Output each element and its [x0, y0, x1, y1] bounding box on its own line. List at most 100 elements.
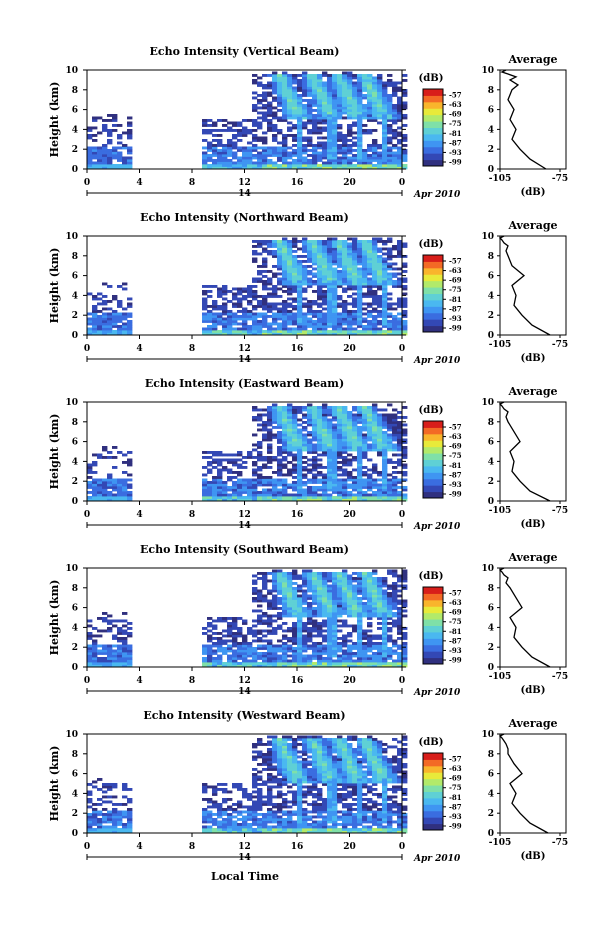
heatmap-cell	[232, 146, 238, 150]
heatmap-cell	[382, 642, 388, 645]
heatmap-cell	[367, 320, 373, 323]
heatmap-cell	[332, 252, 338, 256]
heatmap-cell	[277, 617, 283, 620]
heatmap-cell	[287, 584, 293, 588]
heatmap-cell	[252, 647, 258, 650]
heatmap-cell	[252, 498, 258, 502]
heatmap-cell	[322, 476, 328, 479]
heatmap-cell	[267, 652, 273, 655]
heatmap-cell	[307, 332, 313, 336]
heatmap-cell	[307, 662, 313, 665]
heatmap-cell	[247, 654, 253, 658]
heatmap-cell	[127, 164, 133, 167]
heatmap-cell	[352, 408, 358, 412]
heatmap-cell	[367, 622, 373, 625]
heatmap-cell	[102, 312, 108, 316]
heatmap-cell	[337, 624, 343, 628]
heatmap-cell	[392, 433, 398, 437]
heatmap-cell	[292, 597, 298, 600]
heatmap-cell	[337, 637, 343, 640]
heatmap-cell	[347, 86, 353, 90]
heatmap-cell	[312, 609, 318, 613]
heatmap-cell	[317, 431, 323, 434]
heatmap-cell	[307, 164, 313, 167]
heatmap-cell	[222, 129, 228, 132]
heatmap-cell	[317, 295, 323, 298]
heatmap-cell	[342, 639, 348, 643]
heatmap-cell	[292, 272, 298, 276]
heatmap-cell	[252, 654, 258, 658]
colorbar-swatch	[423, 491, 443, 499]
heatmap-cell	[222, 285, 228, 288]
heatmap-cell	[277, 647, 283, 650]
heatmap-cell	[392, 652, 398, 655]
heatmap-cell	[317, 131, 323, 135]
heatmap-cell	[357, 441, 363, 444]
heatmap-cell	[282, 587, 288, 590]
heatmap-cell	[392, 659, 398, 663]
heatmap-cell	[292, 637, 298, 640]
heatmap-cell	[367, 270, 373, 273]
heatmap-cell	[357, 634, 363, 638]
colorbar-tick-label: -87	[449, 470, 462, 479]
heatmap-cell	[97, 330, 103, 333]
heatmap-cell	[217, 649, 223, 653]
heatmap-cell	[317, 644, 323, 648]
heatmap-cell	[287, 577, 293, 580]
heatmap-cell	[307, 478, 313, 482]
heatmap-cell	[232, 649, 238, 653]
heatmap-cell	[327, 292, 333, 296]
heatmap-cell	[392, 478, 398, 482]
heatmap-cell	[337, 99, 343, 102]
heatmap-cell	[97, 662, 103, 665]
heatmap-cell	[322, 164, 328, 167]
heatmap-cell	[252, 154, 258, 157]
heatmap-cell	[242, 659, 248, 663]
heatmap-cell	[307, 265, 313, 268]
heatmap-cell	[277, 252, 283, 256]
day-label: 14	[238, 355, 251, 365]
heatmap-cell	[382, 139, 388, 142]
heatmap-cell	[337, 81, 343, 85]
heatmap-cell	[247, 119, 253, 122]
heatmap-cell	[327, 589, 333, 593]
heatmap-cell	[382, 446, 388, 449]
heatmap-cell	[117, 300, 123, 303]
heatmap-cell	[342, 426, 348, 429]
heatmap-cell	[247, 662, 253, 665]
heatmap-cell	[382, 488, 388, 492]
heatmap-cell	[352, 315, 358, 318]
heatmap-cell	[342, 247, 348, 251]
heatmap-cell	[367, 247, 373, 251]
heatmap-cell	[377, 408, 383, 412]
heatmap-cell	[332, 662, 338, 665]
heatmap-cell	[252, 280, 258, 283]
heatmap-cell	[372, 441, 378, 444]
heatmap-cell	[387, 327, 393, 331]
heatmap-cell	[362, 441, 368, 444]
heatmap-cell	[367, 146, 373, 150]
heatmap-cell	[202, 159, 208, 162]
heatmap-cell	[332, 428, 338, 432]
heatmap-cell	[237, 657, 243, 660]
heatmap-cell	[262, 242, 268, 246]
heatmap-cell	[282, 300, 288, 303]
heatmap-cell	[382, 614, 388, 618]
heatmap-cell	[367, 607, 373, 610]
heatmap-cell	[312, 146, 318, 150]
heatmap-cell	[267, 649, 273, 653]
heatmap-cell	[312, 652, 318, 655]
heatmap-cell	[242, 634, 248, 638]
heatmap-cell	[322, 141, 328, 145]
heatmap-cell	[237, 300, 243, 303]
profile-y-tick-label: 10	[481, 66, 494, 76]
heatmap-cell	[297, 476, 303, 479]
heatmap-cell	[282, 257, 288, 261]
heatmap-cell	[247, 330, 253, 333]
heatmap-cell	[392, 619, 398, 623]
heatmap-cell	[337, 297, 343, 301]
heatmap-cell	[402, 89, 408, 92]
heatmap-cell	[237, 642, 243, 645]
heatmap-cell	[97, 486, 103, 489]
heatmap-cell	[292, 423, 298, 427]
